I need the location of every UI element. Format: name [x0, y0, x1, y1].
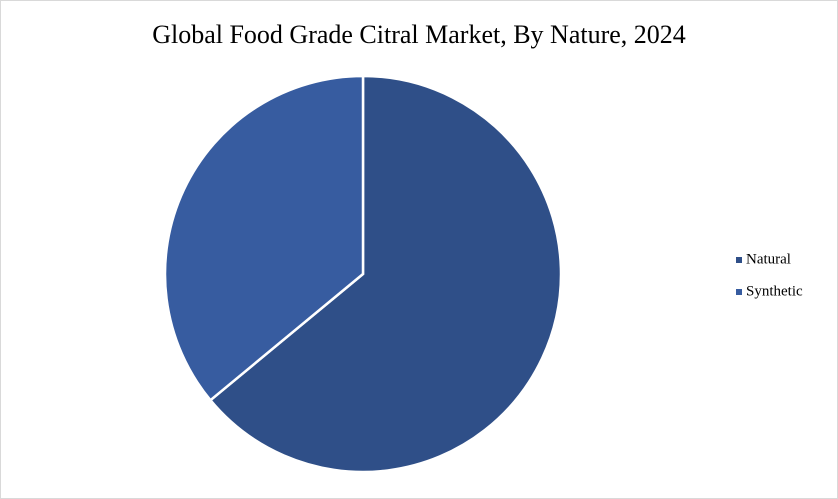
pie-slice — [208, 74, 563, 474]
legend-label: Synthetic — [746, 283, 803, 299]
chart-title: Global Food Grade Citral Market, By Natu… — [152, 20, 686, 49]
legend-swatch — [736, 257, 742, 263]
legend-swatch — [736, 289, 742, 295]
pie-slice — [163, 74, 365, 402]
legend-label: Natural — [746, 251, 791, 267]
